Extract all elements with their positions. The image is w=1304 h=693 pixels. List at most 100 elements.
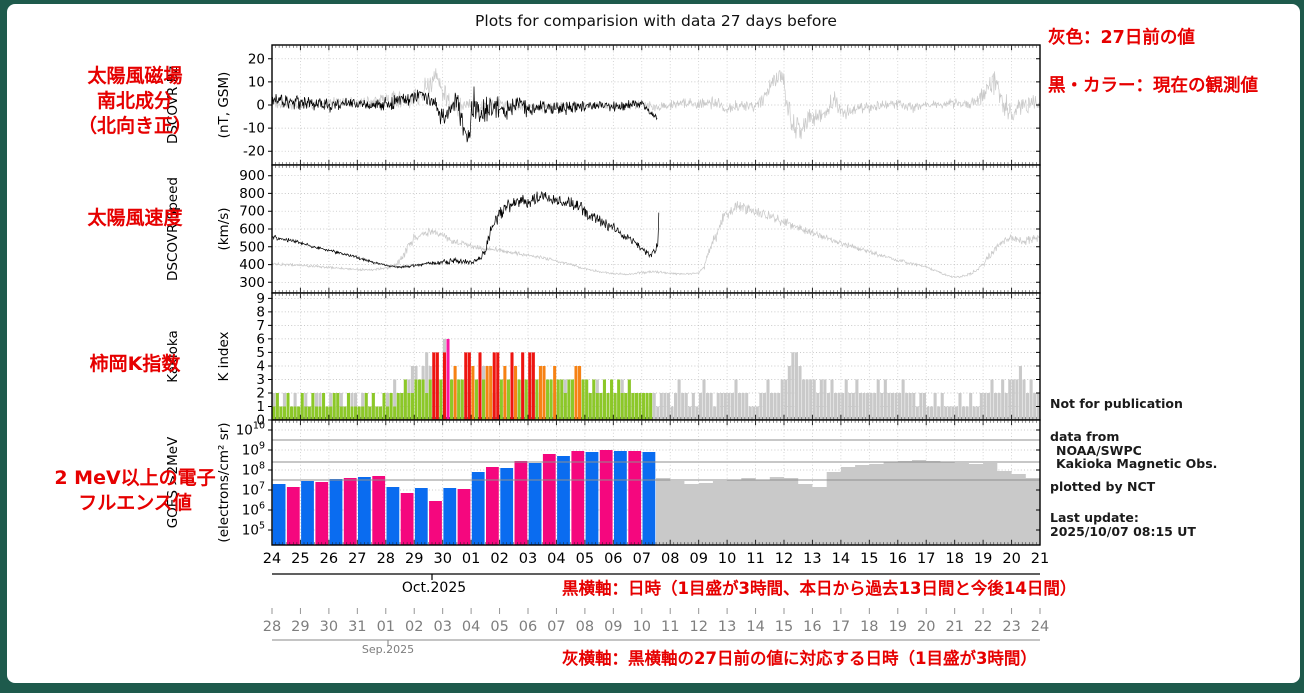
dscovr-bz-data xyxy=(272,68,1040,143)
x-tick-current: 30 xyxy=(433,551,451,567)
goes-electron-fluence-yunits: (electrons/cm² sr) xyxy=(216,422,232,542)
goes-electron-fluence-ylabel: GOES >2MeV xyxy=(165,436,181,528)
legend-line-black: 黒・カラー：現在の観測値 xyxy=(1048,76,1258,97)
kakioka-k-index-ytick: 6 xyxy=(256,331,265,347)
dscovr-bz-yunits: (nT, GSM) xyxy=(216,72,232,139)
x-tick-before: 17 xyxy=(832,619,850,635)
kakioka-k-index-yunits: K index xyxy=(216,331,232,381)
kakioka-k-index-ytick: 9 xyxy=(256,291,265,307)
x-tick-before: 04 xyxy=(462,619,480,635)
series-27-days-before xyxy=(656,460,1040,545)
x-tick-current: 03 xyxy=(519,551,537,567)
kakioka-k-index-data xyxy=(272,338,1040,420)
chart-title: Plots for comparision with data 27 days … xyxy=(475,12,837,30)
x-tick-before: 05 xyxy=(490,619,508,635)
dscovr-bz-ytick: -10 xyxy=(243,121,265,137)
note-last-update: Last update: 2025/10/07 08:15 UT xyxy=(1050,511,1300,538)
x-tick-before: 23 xyxy=(1002,619,1020,635)
kakioka-k-index-ytick: 3 xyxy=(256,372,265,388)
note-data-from-line1: data from xyxy=(1050,429,1120,444)
dscovr-speed-ytick: 300 xyxy=(239,275,265,291)
x-tick-before: 06 xyxy=(519,619,537,635)
x-tick-current: 11 xyxy=(746,551,764,567)
kakioka-k-index-ytick: 1 xyxy=(256,399,265,415)
x-tick-before: 16 xyxy=(803,619,821,635)
x-tick-current: 29 xyxy=(405,551,423,567)
note-last-update-value: 2025/10/07 08:15 UT xyxy=(1050,523,1196,539)
x-tick-current: 12 xyxy=(775,551,793,567)
x-tick-before: 12 xyxy=(689,619,707,635)
dscovr-bz-ytick: 0 xyxy=(256,98,265,114)
x-tick-current: 27 xyxy=(348,551,366,567)
month-label-before: Sep.2025 xyxy=(361,643,415,656)
dscovr-speed-ytick: 900 xyxy=(239,168,265,184)
x-tick-current: 09 xyxy=(689,551,707,567)
x-axis-current: 24 25 26 27 28 29 30 01 02 03 04 05 06 07 08 09 10 11 12 13… xyxy=(263,551,1049,580)
dscovr-speed-data xyxy=(272,191,1040,279)
x-tick-current: 08 xyxy=(661,551,679,567)
x-tick-current: 26 xyxy=(320,551,338,567)
goes-electron-fluence-data xyxy=(272,450,1040,545)
note-plotted-by: plotted by NCT xyxy=(1050,479,1156,494)
legend-note: 灰色：27日前の値 黒・カラー：現在の観測値 xyxy=(1048,26,1302,98)
x-tick-current: 02 xyxy=(490,551,508,567)
label-kakioka-k-index: 柿岡K指数 xyxy=(89,353,181,375)
x-tick-before: 01 xyxy=(377,619,395,635)
x-tick-current: 20 xyxy=(1002,551,1020,567)
note-data-source-noaa: NOAA/SWPC xyxy=(1056,442,1142,458)
x-tick-current: 10 xyxy=(718,551,736,567)
goes-electron-fluence-ytick: 105 xyxy=(242,521,265,539)
kakioka-k-index-ytick: 5 xyxy=(256,345,265,361)
x-tick-before: 08 xyxy=(576,619,594,635)
dscovr-bz-ytick: 20 xyxy=(248,51,265,67)
kakioka-k-index-ytick: 7 xyxy=(256,318,265,334)
series-current xyxy=(272,191,660,269)
series-current xyxy=(272,86,658,143)
x-axis-note-current: 黒横軸：日時（1目盛が3時間、本日から過去13日間と今後14日間） xyxy=(562,579,1077,598)
x-tick-before: 14 xyxy=(746,619,764,635)
note-last-update-label: Last update: xyxy=(1050,510,1139,525)
note-data-from: data from NOAA/SWPC Kakioka Magnetic Obs… xyxy=(1050,430,1300,471)
x-tick-before: 24 xyxy=(1031,619,1049,635)
x-tick-current: 25 xyxy=(291,551,309,567)
x-tick-current: 19 xyxy=(974,551,992,567)
kakioka-k-index-ytick: 8 xyxy=(256,304,265,320)
x-tick-before: 21 xyxy=(945,619,963,635)
kakioka-k-index-ytick: 2 xyxy=(256,386,265,402)
kakioka-k-index-ytick: 0 xyxy=(256,413,265,429)
x-tick-before: 09 xyxy=(604,619,622,635)
x-tick-before: 11 xyxy=(661,619,679,635)
x-axis-before: 28 29 30 31 01 02 03 04 05 06 07 08 09 10 11 12 13 14 15 16… xyxy=(263,608,1049,645)
dscovr-bz-ytick: 10 xyxy=(248,74,265,90)
goes-electron-fluence-ytick: 1010 xyxy=(236,421,265,439)
x-tick-current: 16 xyxy=(889,551,907,567)
label-solar-wind-bz: 太陽風磁場 南北成分 （北向き正） xyxy=(77,65,192,138)
kakioka-k-index-ytick: 4 xyxy=(256,359,265,375)
legend-line-gray: 灰色：27日前の値 xyxy=(1048,28,1195,48)
x-tick-before: 02 xyxy=(405,619,423,635)
label-solar-wind-speed: 太陽風速度 xyxy=(87,207,183,229)
dscovr-speed-ytick: 800 xyxy=(239,186,265,202)
kakioka-k-index-ylabel: Kakioka xyxy=(165,330,181,383)
x-tick-current: 07 xyxy=(633,551,651,567)
x-tick-before: 31 xyxy=(348,619,366,635)
x-tick-current: 13 xyxy=(803,551,821,567)
x-tick-current: 24 xyxy=(263,551,281,567)
x-tick-current: 21 xyxy=(1031,551,1049,567)
x-tick-current: 15 xyxy=(860,551,878,567)
month-label-current: Oct.2025 xyxy=(401,580,467,596)
dscovr-speed-ylabel: DSCOVR Speed xyxy=(165,177,181,281)
x-tick-before: 19 xyxy=(889,619,907,635)
x-axis-note-before: 灰横軸：黒横軸の27日前の値に対応する日時（1目盛が3時間） xyxy=(562,649,1037,668)
x-tick-before: 15 xyxy=(775,619,793,635)
x-tick-before: 30 xyxy=(320,619,338,635)
x-tick-before: 29 xyxy=(291,619,309,635)
x-tick-before: 07 xyxy=(547,619,565,635)
dscovr-speed-ytick: 400 xyxy=(239,257,265,273)
x-tick-current: 28 xyxy=(377,551,395,567)
x-tick-current: 14 xyxy=(832,551,850,567)
